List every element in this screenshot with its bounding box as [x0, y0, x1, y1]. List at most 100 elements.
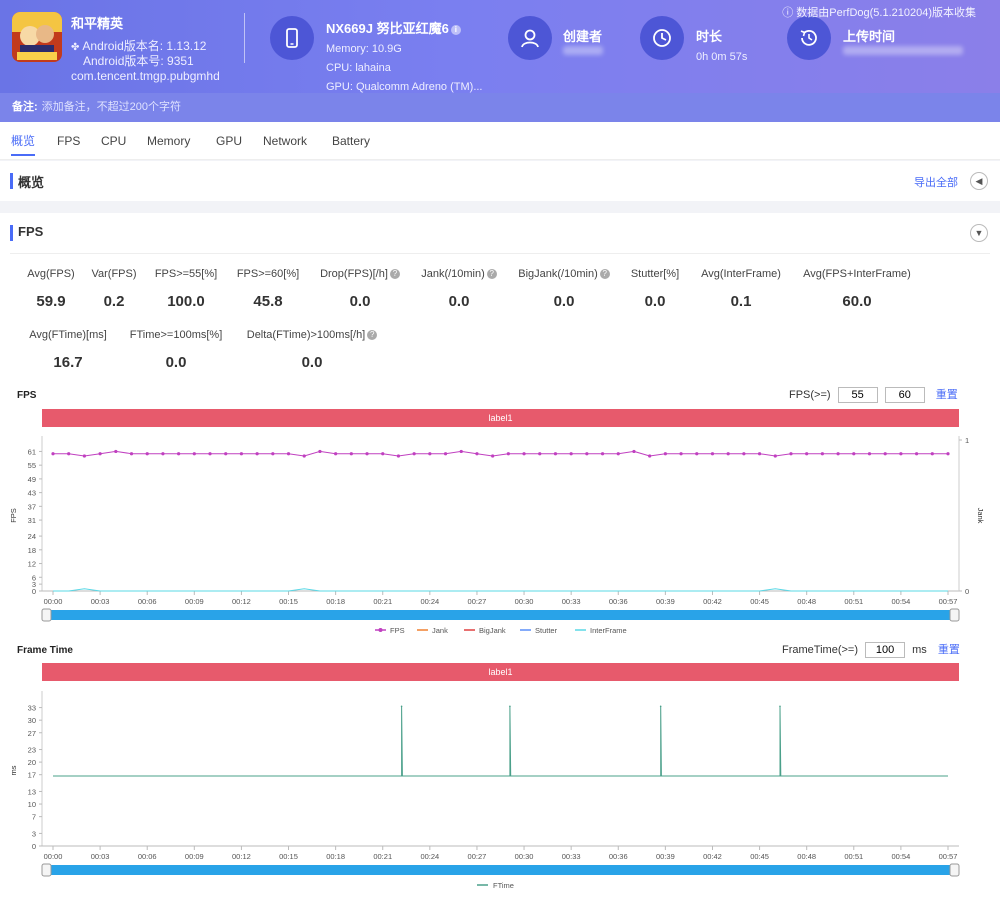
stat-value: 0.0	[301, 354, 323, 371]
fps-threshold-input-2[interactable]	[884, 387, 925, 403]
x-tick-label: 00:36	[609, 597, 628, 606]
tab-network[interactable]: Network	[263, 134, 308, 148]
fps-label-bar[interactable]: label1	[42, 409, 959, 427]
legend-label[interactable]: FPS	[390, 626, 405, 635]
tab-fps[interactable]: FPS	[57, 134, 81, 148]
duration-label: 时长	[696, 29, 723, 44]
export-all-button[interactable]: 导出全部	[914, 177, 958, 189]
upload-time-label: 上传时间	[843, 29, 896, 44]
tab-memory[interactable]: Memory	[147, 134, 191, 148]
legend-label[interactable]: Stutter	[535, 626, 558, 635]
help-icon[interactable]: ?	[389, 269, 400, 279]
range-slider-handle-right[interactable]	[949, 863, 960, 877]
range-slider-handle-left[interactable]	[41, 608, 52, 622]
fps-point	[177, 452, 181, 456]
stat-value: 0.0	[165, 354, 187, 371]
tab-overview[interactable]: 概览	[11, 122, 36, 160]
x-tick-label: 00:21	[373, 852, 392, 861]
y-tick-label: 3	[32, 829, 36, 838]
help-icon[interactable]: ?	[599, 269, 610, 279]
stat-label: Var(FPS)	[91, 268, 137, 280]
stat-item: Avg(FPS+InterFrame) 60.0	[787, 268, 927, 310]
x-tick-label: 00:39	[656, 852, 675, 861]
fps-point	[569, 452, 573, 456]
x-tick-label: 00:24	[420, 852, 439, 861]
legend-label[interactable]: InterFrame	[590, 626, 627, 635]
stat-value: 60.0	[842, 293, 872, 310]
fps-point	[381, 452, 385, 456]
phone-icon	[270, 16, 314, 60]
x-tick-label: 00:03	[91, 852, 110, 861]
source-note: ⓘ 数据由PerfDog(5.1.210204)版本收集	[782, 4, 976, 20]
note-label: 备注:	[12, 101, 38, 113]
overview-title: 概览	[18, 175, 45, 190]
stat-value: 0.0	[349, 293, 371, 310]
fps-reset-button[interactable]: 重置	[935, 389, 958, 401]
series-line-ftime	[53, 706, 948, 777]
fps-point	[553, 452, 558, 456]
fps-point	[914, 452, 919, 456]
ftime-spike-point	[779, 705, 781, 708]
info-icon: ⓘ	[782, 7, 797, 19]
x-tick-label: 00:06	[138, 597, 157, 606]
fps-point	[475, 452, 479, 456]
tab-battery[interactable]: Battery	[332, 134, 371, 148]
ftime-reset-button[interactable]: 重置	[937, 644, 960, 656]
fps-threshold-input-1[interactable]	[837, 387, 878, 403]
collapse-left-icon[interactable]: ◀	[970, 172, 988, 190]
range-slider-handle-left[interactable]	[41, 863, 52, 877]
ftime-label-bar[interactable]: label1	[42, 663, 959, 681]
header-divider	[244, 13, 245, 63]
collapse-down-icon[interactable]: ▼	[970, 224, 988, 242]
fps-point	[632, 449, 636, 454]
fps-point	[773, 454, 777, 458]
range-slider-track	[44, 865, 957, 875]
stat-value: 0.0	[553, 293, 575, 310]
stat-value: 45.8	[253, 293, 283, 310]
app-name: 和平精英	[71, 16, 124, 31]
x-tick-label: 00:48	[797, 597, 816, 606]
fps-point	[365, 452, 369, 456]
y-tick-label: 0	[32, 587, 36, 596]
y-axis-label: FPS	[9, 508, 18, 523]
y2-axis-label: Jank	[976, 508, 985, 524]
device-info-icon[interactable]: i	[450, 25, 461, 35]
ftime-threshold-input[interactable]	[865, 642, 906, 658]
y2-tick-label: 0	[965, 587, 969, 596]
fps-point	[255, 452, 259, 456]
legend-label[interactable]: BigJank	[479, 626, 506, 635]
stat-label: BigJank(/10min)?	[494, 268, 634, 280]
stat-label: Avg(FTime)[ms]	[29, 329, 107, 341]
y-tick-label: 6	[32, 573, 36, 582]
x-tick-label: 00:57	[939, 852, 958, 861]
fps-point	[224, 452, 228, 456]
fps-point	[271, 452, 275, 456]
overview-section-header: 概览 导出全部 ◀	[0, 161, 1000, 201]
ftime-chart-title: Frame Time	[17, 645, 73, 656]
fps-point	[302, 454, 306, 458]
help-icon[interactable]: ?	[486, 269, 497, 279]
stat-value: 0.1	[730, 293, 752, 310]
help-icon[interactable]: ?	[367, 330, 378, 340]
divider	[10, 253, 990, 254]
tab-gpu[interactable]: GPU	[216, 134, 243, 148]
device-title-text: NX669J 努比亚红魔6	[326, 21, 449, 36]
fps-point	[208, 452, 212, 456]
legend-label[interactable]: FTime	[493, 881, 514, 890]
stat-item: Stutter[%] 0.0	[585, 268, 725, 310]
stat-label: Drop(FPS)[/h]?	[290, 268, 430, 280]
x-tick-label: 00:45	[750, 597, 769, 606]
fps-point	[757, 452, 762, 456]
x-tick-label: 00:30	[515, 597, 534, 606]
note-bar[interactable]: 备注: 添加备注，不超过200个字符	[0, 93, 1000, 122]
note-input[interactable]: 添加备注，不超过200个字符	[41, 101, 182, 113]
stat-item: Jank(/10min)? 0.0	[389, 268, 529, 310]
legend-label[interactable]: Jank	[432, 626, 448, 635]
x-tick-label: 00:30	[515, 852, 534, 861]
tab-cpu[interactable]: CPU	[101, 134, 127, 148]
range-slider-handle-right[interactable]	[949, 608, 960, 622]
fps-point	[318, 449, 322, 454]
y-tick-label: 43	[28, 489, 36, 498]
stat-item: FPS>=55[%] 100.0	[116, 268, 256, 310]
x-tick-label: 00:12	[232, 597, 251, 606]
